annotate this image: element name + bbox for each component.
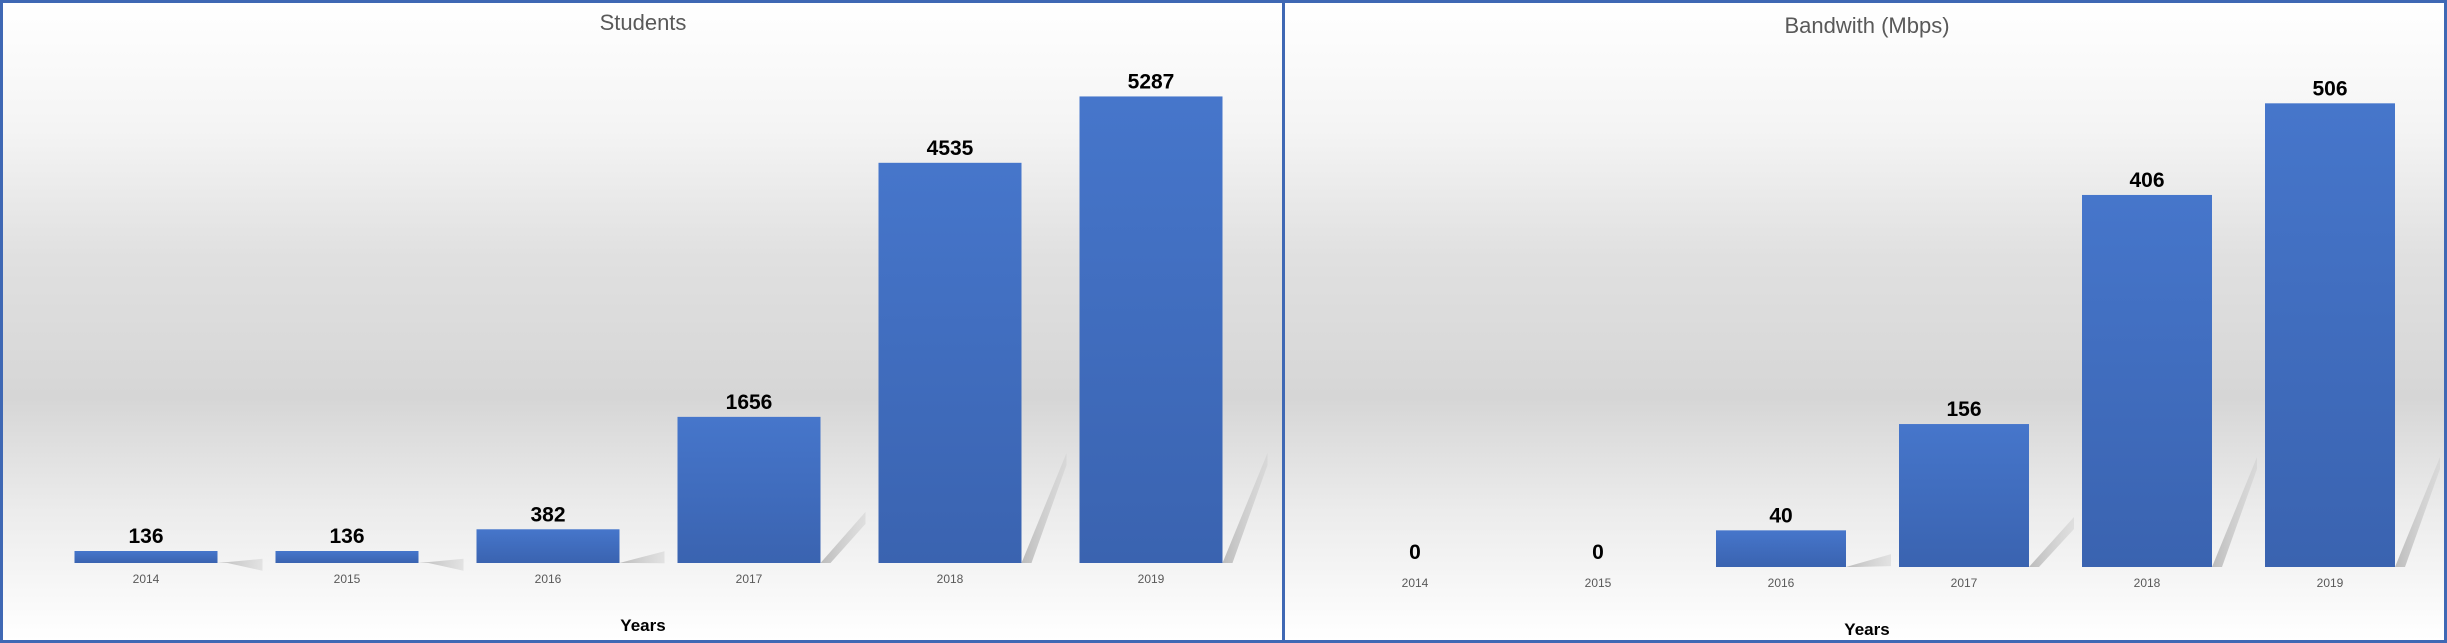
bar-2018 [878,162,1022,563]
bandwidth-bar-chart: Bandwith (Mbps) 0 2014 0 2015 40 2016 156 2017 4… [1402,13,2440,639]
chart-title: Bandwith (Mbps) [1784,13,1949,38]
x-tick-label: 2015 [334,572,361,586]
bar-2018 [2082,194,2212,567]
chart-panel-students: Students 136 2014 136 2015 382 2016 1656 2017 45… [0,0,1285,643]
data-label: 136 [329,525,364,548]
bar-2014 [74,550,218,563]
bar-2019 [2265,103,2395,567]
bar-shadow [418,558,464,571]
data-label: 382 [530,503,565,526]
x-tick-label: 2017 [736,572,763,586]
x-tick-label: 2018 [937,572,964,586]
bar-2015 [275,550,419,563]
bar-shadow [2212,457,2257,567]
x-tick-label: 2019 [2317,576,2344,590]
x-tick-label: 2016 [1768,576,1795,590]
data-label: 0 [1592,541,1604,564]
bar-2017 [1899,424,2029,567]
bar-2016 [1716,530,1846,567]
x-tick-label: 2014 [1402,576,1429,590]
data-label: 5287 [1128,70,1175,93]
data-label: 156 [1946,398,1981,421]
bar-shadow [619,551,665,564]
x-axis-title: Years [620,616,665,635]
data-label: 4535 [927,137,974,160]
x-tick-label: 2017 [1951,576,1978,590]
chart-panel-bandwidth: Bandwith (Mbps) 0 2014 0 2015 40 2016 156 2017 4… [1282,0,2447,643]
x-tick-label: 2015 [1585,576,1612,590]
bar-shadow [1846,554,1891,567]
bar-shadow [1021,453,1067,563]
bar-shadow [1222,453,1268,563]
bar-2017 [677,416,821,563]
x-axis-title: Years [1844,620,1889,639]
data-label: 40 [1769,504,1792,527]
x-tick-label: 2014 [133,572,160,586]
chart-title: Students [600,10,687,35]
students-bar-chart: Students 136 2014 136 2015 382 2016 1656 2017 45… [74,10,1268,635]
bar-shadow [2395,457,2440,567]
bar-shadow [820,511,866,563]
x-tick-label: 2019 [1138,572,1165,586]
bar-2019 [1079,96,1223,564]
data-label: 406 [2129,169,2164,192]
x-tick-label: 2016 [535,572,562,586]
bar-shadow [2029,516,2074,567]
data-label: 0 [1409,541,1421,564]
data-label: 506 [2312,77,2347,100]
x-tick-label: 2018 [2134,576,2161,590]
bar-2016 [476,529,620,563]
data-label: 1656 [726,391,773,414]
data-label: 136 [128,525,163,548]
bar-shadow [217,558,263,571]
